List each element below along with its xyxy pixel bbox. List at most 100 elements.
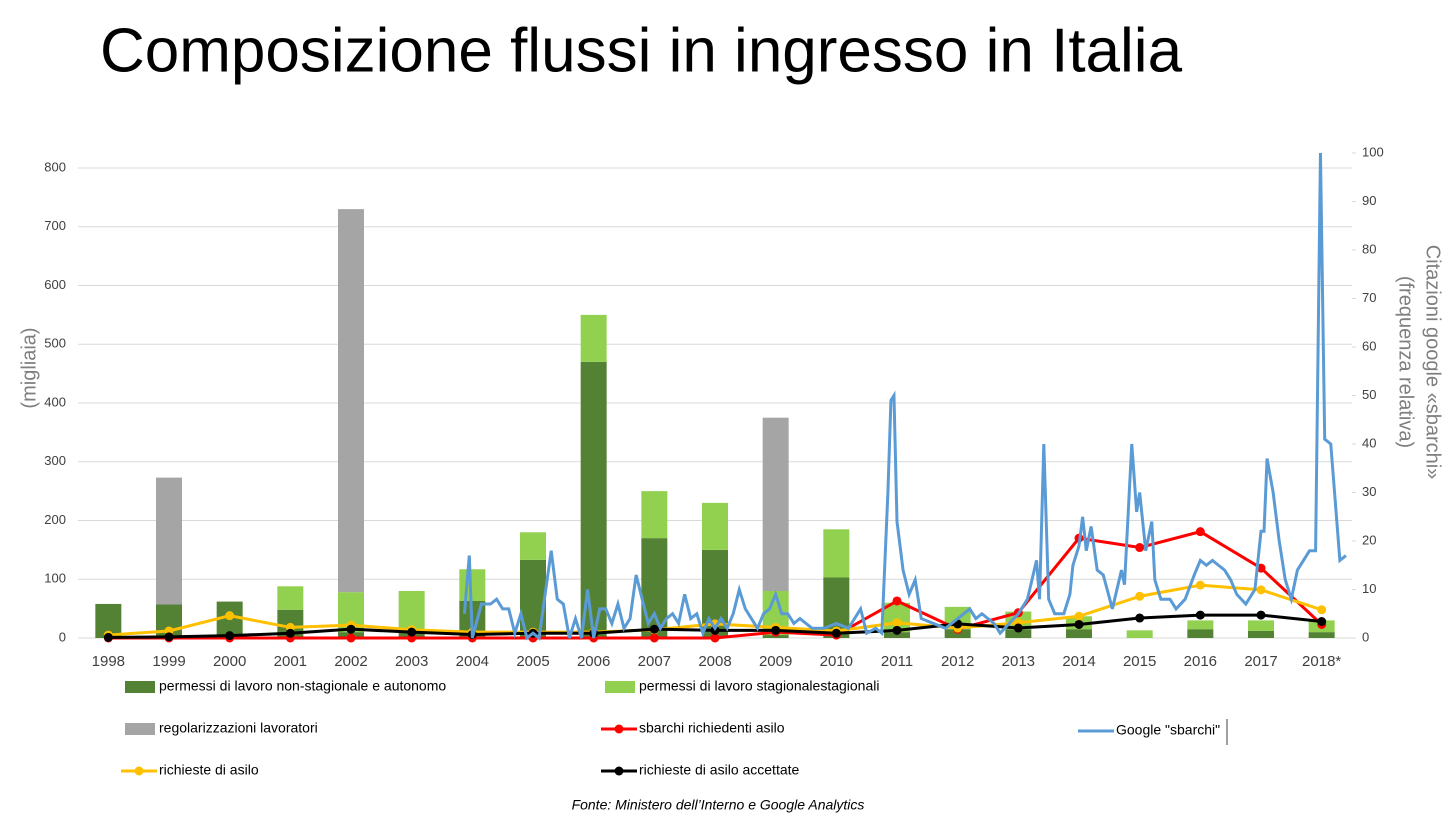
x-tick-label: 2001 <box>274 653 307 670</box>
bar <box>1248 630 1274 638</box>
x-tick-label: 2013 <box>1002 653 1035 670</box>
x-tick-label: 2017 <box>1244 653 1277 670</box>
x-tick-label: 2002 <box>334 653 367 670</box>
series-point <box>225 611 235 621</box>
series-point <box>103 632 113 642</box>
y2-tick-label: 40 <box>1362 435 1376 450</box>
x-tick-label: 2016 <box>1184 653 1217 670</box>
y2-tick-label: 20 <box>1362 532 1376 547</box>
y-tick-label: 0 <box>59 629 66 644</box>
y2-tick-label: 70 <box>1362 290 1376 305</box>
legend-label: richieste di asilo accettate <box>639 762 800 778</box>
series-point <box>892 618 902 628</box>
legend-label: sbarchi richiedenti asilo <box>639 720 785 736</box>
bar <box>156 477 182 605</box>
series-point <box>1256 585 1266 595</box>
series-point <box>164 632 174 642</box>
bar <box>762 417 789 591</box>
series-point <box>1013 623 1023 633</box>
series-point <box>225 631 235 641</box>
x-tick-label: 2004 <box>456 653 489 670</box>
bar <box>277 586 304 610</box>
y2-tick-label: 60 <box>1362 338 1376 353</box>
y-tick-label: 400 <box>44 394 66 409</box>
series-point <box>1135 543 1145 553</box>
y2-tick-label: 50 <box>1362 387 1376 402</box>
x-tick-label: 2015 <box>1123 653 1156 670</box>
bar <box>398 591 425 633</box>
x-tick-label: 2005 <box>516 653 549 670</box>
bar <box>641 491 668 539</box>
y-tick-label: 500 <box>44 336 66 351</box>
series-point <box>346 624 356 634</box>
series-point <box>407 627 417 637</box>
legend-label: regolarizzazioni lavoratori <box>159 720 318 736</box>
series-point <box>892 625 902 635</box>
series-point <box>649 633 659 643</box>
bar <box>1308 632 1335 638</box>
bar <box>1126 630 1153 638</box>
series-point <box>1317 605 1327 615</box>
series-point <box>1195 610 1205 620</box>
x-tick-label: 2007 <box>638 653 671 670</box>
bar <box>580 361 607 638</box>
series-point <box>1256 610 1266 620</box>
bar <box>459 569 486 601</box>
y2-tick-label: 30 <box>1362 484 1376 499</box>
x-tick-label: 2018* <box>1302 653 1341 670</box>
bar <box>1005 629 1032 638</box>
y2-tick-label: 90 <box>1362 193 1376 208</box>
series-point <box>649 624 659 634</box>
legend-swatch <box>134 766 144 776</box>
x-tick-label: 1999 <box>152 653 185 670</box>
bar <box>1066 629 1092 638</box>
legend-label: Google "sbarchi" <box>1116 722 1220 738</box>
series-point <box>831 628 841 638</box>
y2-axis-label: Citazioni google «sbarchi» <box>1422 245 1444 480</box>
series-point <box>1135 613 1145 623</box>
x-tick-label: 2003 <box>395 653 428 670</box>
y2-axis-label: (frequenza relativa) <box>1395 276 1417 448</box>
legend-swatch <box>125 681 155 693</box>
y2-tick-label: 0 <box>1362 629 1369 644</box>
x-tick-label: 2008 <box>698 653 731 670</box>
bar <box>338 209 364 593</box>
source-note: Fonte: Ministero dell’Interno e Google A… <box>572 797 865 813</box>
legend-swatch <box>605 681 635 693</box>
series-point <box>1195 580 1205 590</box>
series-point <box>771 625 781 635</box>
legend-swatch <box>614 724 624 734</box>
y-tick-label: 600 <box>44 277 66 292</box>
x-tick-label: 2012 <box>941 653 974 670</box>
series-point <box>1317 617 1327 627</box>
y2-tick-label: 100 <box>1362 144 1384 159</box>
y-axis-label: (migliaia) <box>18 327 40 408</box>
google-line <box>462 152 1347 641</box>
y-tick-label: 800 <box>44 159 66 174</box>
y-tick-label: 100 <box>44 571 66 586</box>
legend-label: permessi di lavoro stagionalestagionali <box>639 678 879 694</box>
bar <box>1187 629 1214 638</box>
bar <box>580 314 607 362</box>
x-tick-label: 2009 <box>759 653 792 670</box>
x-tick-label: 2011 <box>881 653 913 670</box>
bar <box>1248 620 1274 631</box>
legend-label: richieste di asilo <box>159 762 259 778</box>
x-tick-label: 1998 <box>92 653 125 670</box>
series-point <box>1195 527 1205 537</box>
y-tick-label: 700 <box>44 218 66 233</box>
bar <box>884 632 910 638</box>
series-point <box>892 596 902 606</box>
legend-swatch <box>125 723 155 735</box>
series-point <box>346 633 356 643</box>
bar <box>520 532 546 560</box>
x-tick-label: 2014 <box>1062 653 1095 670</box>
series-point <box>1074 619 1084 629</box>
legend-swatch <box>614 766 624 776</box>
series-point <box>710 633 720 643</box>
y-tick-label: 200 <box>44 512 66 527</box>
x-tick-label: 2000 <box>213 653 246 670</box>
series-point <box>1135 591 1145 601</box>
y2-tick-label: 10 <box>1362 581 1376 596</box>
